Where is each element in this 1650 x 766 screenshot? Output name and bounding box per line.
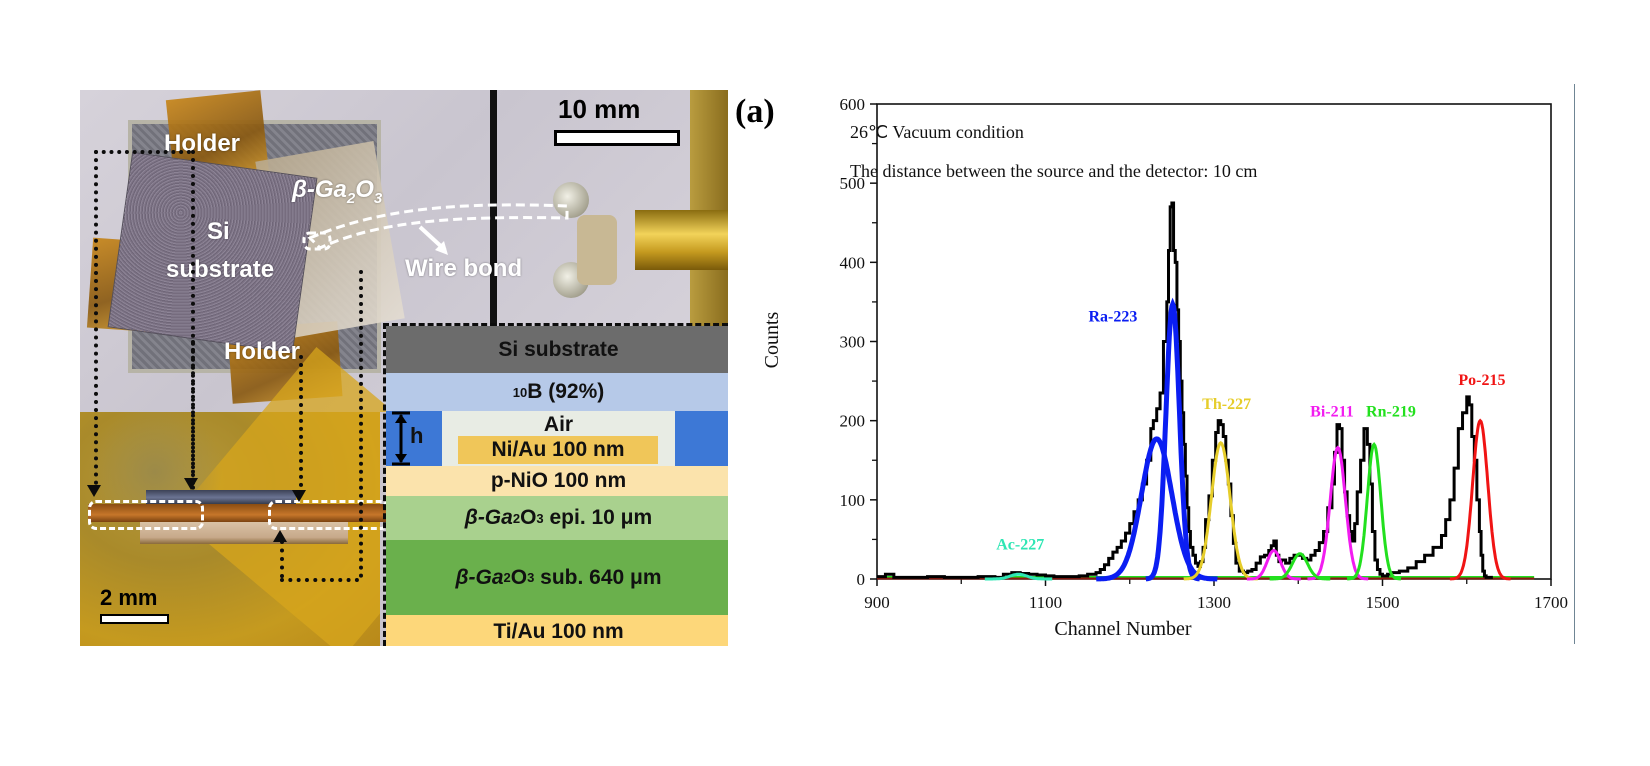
x-tick-label: 1300 bbox=[1197, 593, 1231, 612]
fit-curve-bi-211 bbox=[1307, 445, 1369, 581]
peak-label-po-215: Po-215 bbox=[1458, 372, 1505, 389]
wire-bond-outline bbox=[302, 203, 569, 255]
peak-label-ac-227: Ac-227 bbox=[996, 537, 1044, 554]
guide-line-1-top bbox=[94, 150, 191, 154]
label-wire-bond: Wire bond bbox=[405, 255, 523, 282]
arrow-up-4 bbox=[273, 530, 287, 542]
peak-label-bi-211: Bi-211 bbox=[1310, 404, 1354, 421]
scale-label-10mm: 10 mm bbox=[558, 94, 641, 124]
guide-line-1b bbox=[94, 150, 98, 485]
fit-curve-ac-227 bbox=[984, 572, 1053, 581]
plot-frame bbox=[876, 103, 1552, 580]
layer-ni-au: Ni/Au 100 nm bbox=[458, 436, 658, 464]
annotation-distance: The distance between the source and the … bbox=[850, 161, 1257, 181]
arrow-down-1 bbox=[87, 485, 101, 497]
scale-bar-10mm bbox=[554, 130, 680, 146]
x-tick-label: 1500 bbox=[1366, 593, 1400, 612]
arrow-down-3 bbox=[292, 490, 306, 502]
fit-curve-th-227 bbox=[1183, 440, 1258, 581]
layer-ga2o3-epi: β-Ga 2 O 3 epi. 10 μm bbox=[386, 496, 728, 540]
fit-curve-bi-211 bbox=[1246, 548, 1301, 581]
scale-bar-2mm bbox=[100, 614, 169, 624]
wire-bond-arrow-head bbox=[435, 241, 448, 255]
layer-si-substrate: Si substrate bbox=[386, 326, 728, 373]
guide-line-4-up bbox=[280, 540, 284, 578]
gold-pin bbox=[635, 210, 728, 270]
fit-curve-rn-219 bbox=[1346, 441, 1402, 581]
device-layer-stack: Si substrate 10 B (92%) Air h Ni/Au 100 n… bbox=[383, 323, 728, 646]
y-tick-label: 200 bbox=[840, 412, 866, 431]
alpha-spectrum-chart: (a) 900 1100 1300 1500 1700 0 100 200 300 400 500 6… bbox=[730, 80, 1650, 680]
guide-line-3 bbox=[299, 355, 303, 495]
holder-outline-left bbox=[88, 500, 204, 530]
arrow-down-2 bbox=[184, 478, 198, 490]
peak-label-rn-219: Rn-219 bbox=[1366, 404, 1416, 421]
chart-svg: (a) 900 1100 1300 1500 1700 0 100 200 300 400 500 6… bbox=[735, 93, 1569, 640]
x-tick-label: 1100 bbox=[1029, 593, 1062, 612]
solder-blob bbox=[577, 215, 617, 285]
panel-divider-rule bbox=[1574, 84, 1575, 644]
solder-pad-top bbox=[553, 182, 589, 218]
layer-boron-10: 10 B (92%) bbox=[386, 373, 728, 411]
y-tick-label: 0 bbox=[857, 570, 866, 589]
panel-label: (a) bbox=[735, 93, 775, 130]
label-ga2o3: β-Ga2O3 bbox=[292, 176, 383, 207]
guide-line-4-bottom bbox=[280, 578, 359, 582]
y-axis-title: Counts bbox=[761, 311, 783, 368]
annotation-condition: 26℃ Vacuum condition bbox=[850, 122, 1024, 142]
guide-line-4 bbox=[359, 270, 363, 578]
y-tick-label: 100 bbox=[840, 491, 866, 510]
spacer-left bbox=[386, 411, 442, 466]
label-si: Si bbox=[207, 218, 230, 245]
fit-curve-po-215 bbox=[1449, 418, 1511, 581]
plot-area: 900 1100 1300 1500 1700 0 100 200 300 400 500 600 Ac… bbox=[840, 95, 1569, 612]
side-kapton-layer bbox=[88, 504, 388, 522]
peak-label-th-227: Th-227 bbox=[1202, 396, 1251, 413]
holder-outline-right bbox=[268, 500, 389, 530]
label-substrate: substrate bbox=[166, 256, 275, 283]
spacer-right bbox=[675, 411, 728, 466]
fit-curve-ra-223 bbox=[1145, 297, 1200, 582]
layer-p-nio: p-NiO 100 nm bbox=[386, 466, 728, 496]
y-tick-label: 600 bbox=[840, 95, 866, 114]
layer-ti-au: Ti/Au 100 nm bbox=[386, 615, 728, 646]
device-photo-panel: Holder Holder Si substrate β-Ga2O3 Wire … bbox=[80, 90, 728, 646]
gap-height-arrow-icon bbox=[392, 411, 410, 466]
gap-height-label: h bbox=[410, 423, 424, 448]
y-tick-label: 400 bbox=[840, 253, 866, 272]
y-tick-label: 500 bbox=[840, 174, 866, 193]
guide-line-2 bbox=[191, 340, 195, 485]
peak-label-ra-223: Ra-223 bbox=[1088, 309, 1137, 326]
layer-ga2o3-substrate: β-Ga 2 O 3 sub. 640 μm bbox=[386, 540, 728, 615]
y-tick-label: 300 bbox=[840, 333, 866, 352]
layer-air-gap: Air h Ni/Au 100 nm bbox=[386, 411, 728, 466]
guide-line-1 bbox=[191, 150, 195, 490]
label-holder-bottom: Holder bbox=[224, 338, 301, 365]
x-tick-label: 1700 bbox=[1534, 593, 1568, 612]
x-tick-label: 900 bbox=[864, 593, 890, 612]
pcb-trace bbox=[490, 90, 497, 412]
x-axis-title: Channel Number bbox=[1054, 618, 1192, 640]
fit-curve-rn-219 bbox=[1269, 552, 1331, 581]
scale-label-2mm: 2 mm bbox=[100, 585, 158, 610]
